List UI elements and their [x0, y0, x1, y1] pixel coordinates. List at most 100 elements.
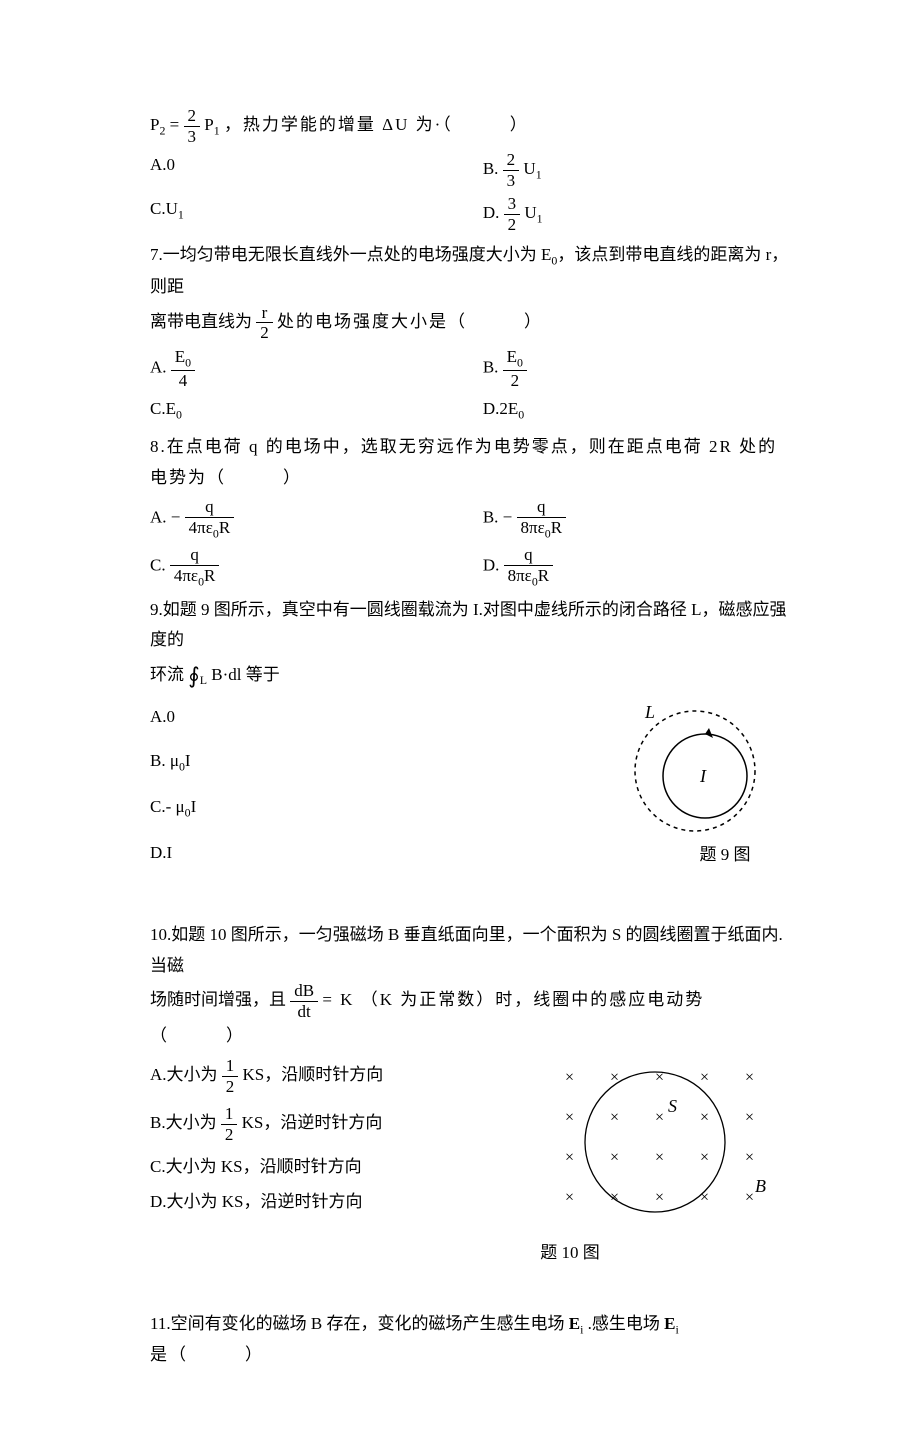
q7-option-c: C.E0 [150, 394, 457, 426]
q9: 9.如题 9 图所示，真空中有一圆线圈载流为 I.对图中虚线所示的闭合路径 L，… [150, 595, 790, 871]
num-sub: 0 [185, 355, 191, 369]
den-post: R [219, 518, 230, 537]
den-post: R [204, 566, 215, 585]
frac-den: 2 [256, 323, 273, 343]
stem-body: B·dl 等于 [211, 665, 279, 684]
q9-stem-line2: 环流 ∮L B·dl 等于 [150, 656, 790, 696]
cross-icon: × [700, 1109, 709, 1126]
q10-figure: ×××××××××××××××××××× S B [530, 1052, 790, 1232]
opt-post: I [191, 797, 197, 816]
e2-sub: i [675, 1322, 678, 1336]
cross-icon: × [745, 1189, 754, 1206]
den-pre: 4πε [189, 518, 213, 537]
opt-prefix: D. [483, 203, 504, 222]
cross-icon: × [745, 1149, 754, 1166]
frac-num: q [504, 545, 554, 566]
num-sub: 0 [517, 355, 523, 369]
stem-P1: P [204, 115, 213, 134]
opt-sub: 1 [537, 212, 543, 226]
opt-tail: U [524, 203, 536, 222]
integral-sign: ∮ [188, 663, 200, 688]
frac: q 4πε0R [170, 545, 220, 589]
den-post: R [551, 518, 562, 537]
cross-icon: × [700, 1149, 709, 1166]
frac-num: q [185, 497, 235, 518]
cross-icon: × [610, 1149, 619, 1166]
q10: 10.如题 10 图所示，一匀强磁场 B 垂直纸面向里，一个面积为 S 的圆线圈… [150, 920, 790, 1268]
frac-num: 3 [504, 194, 521, 215]
q10-options-col: A.大小为 1 2 KS，沿顺时针方向 B.大小为 1 2 KS，沿逆时针方向 … [150, 1052, 500, 1217]
cross-grid: ×××××××××××××××××××× [565, 1069, 754, 1206]
cross-icon: × [700, 1069, 709, 1086]
stem-text: 7.一均匀带电无限长直线外一点处的电场强度大小为 E [150, 245, 551, 264]
stem-rest: ，热力学能的增量 ΔU 为·（ ） [224, 115, 529, 134]
frac: q 8πε0R [517, 497, 567, 541]
opt-sub: 0 [518, 408, 524, 422]
q6-option-c: C.U1 [150, 194, 457, 234]
frac-num: 2 [503, 150, 520, 171]
q6: P2 = 2 3 P1 ，热力学能的增量 ΔU 为·（ ） A.0 B. 2 3… [150, 106, 790, 234]
stem-pre: 11.空间有变化的磁场 B 存在，变化的磁场产生感生电场 [150, 1314, 569, 1333]
q9-option-b: B. μ0I [150, 746, 560, 778]
opt-sub: 1 [536, 167, 542, 181]
stem-eq: = [170, 115, 184, 134]
frac-num: q [517, 497, 567, 518]
frac-den: 4πε0R [185, 518, 235, 541]
frac-num: 2 [184, 106, 201, 127]
frac-den: 2 [504, 215, 521, 235]
frac-num: dB [290, 981, 318, 1002]
num-pre: E [507, 347, 517, 366]
cross-icon: × [565, 1109, 574, 1126]
opt-text: C.U [150, 199, 178, 218]
q10-option-d: D.大小为 KS，沿逆时针方向 [150, 1187, 500, 1218]
label-i: I [699, 766, 707, 786]
q9-option-d: D.I [150, 838, 560, 869]
frac-num: E0 [171, 347, 195, 371]
den-pre: 4πε [174, 566, 198, 585]
frac-num: q [170, 545, 220, 566]
frac: 1 2 [221, 1104, 238, 1144]
opt-prefix: D. [483, 556, 504, 575]
opt-tail: U [523, 159, 535, 178]
q8: 8.在点电荷 q 的电场中，选取无穷远作为电势零点，则在距点电荷 2R 处的电势… [150, 432, 790, 588]
label-b: B [755, 1176, 766, 1196]
q11-stem: 11.空间有变化的磁场 B 存在，变化的磁场产生感生电场 Ei .感生电场 Ei… [150, 1309, 790, 1371]
cross-icon: × [655, 1109, 664, 1126]
page: P2 = 2 3 P1 ，热力学能的增量 ΔU 为·（ ） A.0 B. 2 3… [0, 0, 920, 1431]
cross-icon: × [745, 1069, 754, 1086]
q8-stem: 8.在点电荷 q 的电场中，选取无穷远作为电势零点，则在距点电荷 2R 处的电势… [150, 432, 790, 493]
e-sub: i [580, 1322, 583, 1336]
q10-svg: ×××××××××××××××××××× S B [530, 1052, 790, 1232]
opt-prefix: C. [150, 556, 170, 575]
opt-prefix: B. [483, 159, 503, 178]
arrow-icon [705, 728, 713, 738]
q10-stem-line2: 场随时间增强，且 dB dt = K （K 为正常数）时，线圈中的感应电动势（ … [150, 981, 790, 1052]
stem-post: 是（ ） [150, 1345, 264, 1364]
q10-body: A.大小为 1 2 KS，沿顺时针方向 B.大小为 1 2 KS，沿逆时针方向 … [150, 1052, 790, 1232]
frac: q 4πε0R [185, 497, 235, 541]
stem-mid: .感生电场 [588, 1314, 665, 1333]
q6-option-a: A.0 [150, 150, 457, 190]
opt-pre: B.大小为 [150, 1113, 221, 1132]
den-pre: 8πε [508, 566, 532, 585]
q10-option-a: A.大小为 1 2 KS，沿顺时针方向 [150, 1056, 500, 1096]
cross-icon: × [565, 1189, 574, 1206]
opt-prefix: B. [483, 358, 503, 377]
q7-options-row2: C.E0 D.2E0 [150, 394, 790, 426]
label-s: S [668, 1096, 677, 1116]
frac: E0 2 [503, 347, 527, 391]
q9-body: A.0 B. μ0I C.- μ0I D.I L I 题 9 图 [150, 696, 790, 871]
den-pre: 8πε [521, 518, 545, 537]
opt-pre: C.- μ [150, 797, 185, 816]
q6-options-row2: C.U1 D. 3 2 U1 [150, 194, 790, 234]
opt-pre: B. μ [150, 751, 179, 770]
frac-den: 2 [222, 1077, 239, 1097]
q6-options-row1: A.0 B. 2 3 U1 [150, 150, 790, 190]
opt-prefix: A. − [150, 508, 185, 527]
frac-den: 4 [171, 371, 195, 391]
q10-caption: 题 10 图 [350, 1238, 790, 1269]
q7: 7.一均匀带电无限长直线外一点处的电场强度大小为 E0，该点到带电直线的距离为 … [150, 240, 790, 426]
q8-option-b: B. − q 8πε0R [483, 497, 790, 541]
q7-stem-line2: 离带电直线为 r 2 处的电场强度大小是（ ） [150, 303, 790, 343]
opt-prefix: B. − [483, 508, 517, 527]
